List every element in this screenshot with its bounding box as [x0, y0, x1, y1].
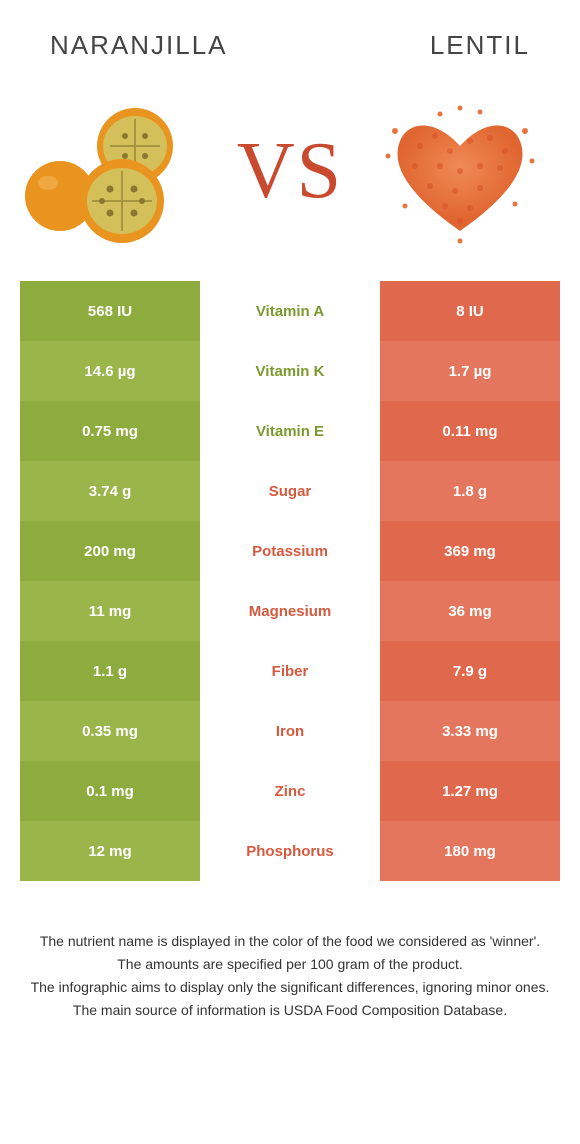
nutrient-label: Magnesium	[200, 581, 380, 641]
footer-notes: The nutrient name is displayed in the co…	[0, 881, 580, 1021]
right-value: 369 mg	[380, 521, 560, 581]
table-row: 0.35 mgIron3.33 mg	[20, 701, 560, 761]
left-value: 11 mg	[20, 581, 200, 641]
right-value: 180 mg	[380, 821, 560, 881]
left-value: 14.6 µg	[20, 341, 200, 401]
nutrient-label: Vitamin E	[200, 401, 380, 461]
right-value: 8 IU	[380, 281, 560, 341]
footer-line: The amounts are specified per 100 gram o…	[30, 954, 550, 975]
nutrient-label: Zinc	[200, 761, 380, 821]
left-value: 3.74 g	[20, 461, 200, 521]
images-row: VS	[0, 71, 580, 281]
naranjilla-image	[20, 91, 200, 251]
vs-label: VS	[237, 126, 343, 217]
table-row: 14.6 µgVitamin K1.7 µg	[20, 341, 560, 401]
right-value: 7.9 g	[380, 641, 560, 701]
nutrient-label: Sugar	[200, 461, 380, 521]
footer-line: The infographic aims to display only the…	[30, 977, 550, 998]
footer-line: The main source of information is USDA F…	[30, 1000, 550, 1021]
right-value: 3.33 mg	[380, 701, 560, 761]
right-value: 36 mg	[380, 581, 560, 641]
table-row: 200 mgPotassium369 mg	[20, 521, 560, 581]
header: NARANJILLA LENTIL	[0, 0, 580, 71]
right-value: 1.8 g	[380, 461, 560, 521]
nutrient-label: Fiber	[200, 641, 380, 701]
table-row: 0.75 mgVitamin E0.11 mg	[20, 401, 560, 461]
table-row: 568 IUVitamin A8 IU	[20, 281, 560, 341]
left-value: 200 mg	[20, 521, 200, 581]
nutrient-label: Phosphorus	[200, 821, 380, 881]
table-row: 1.1 gFiber7.9 g	[20, 641, 560, 701]
left-value: 1.1 g	[20, 641, 200, 701]
right-value: 1.27 mg	[380, 761, 560, 821]
right-value: 0.11 mg	[380, 401, 560, 461]
left-value: 568 IU	[20, 281, 200, 341]
nutrient-label: Vitamin A	[200, 281, 380, 341]
left-value: 12 mg	[20, 821, 200, 881]
table-row: 12 mgPhosphorus180 mg	[20, 821, 560, 881]
comparison-table: 568 IUVitamin A8 IU14.6 µgVitamin K1.7 µ…	[20, 281, 560, 881]
right-value: 1.7 µg	[380, 341, 560, 401]
table-row: 3.74 gSugar1.8 g	[20, 461, 560, 521]
lentil-image	[380, 96, 540, 246]
left-food-title: NARANJILLA	[50, 30, 228, 61]
left-value: 0.75 mg	[20, 401, 200, 461]
table-row: 11 mgMagnesium36 mg	[20, 581, 560, 641]
table-row: 0.1 mgZinc1.27 mg	[20, 761, 560, 821]
nutrient-label: Potassium	[200, 521, 380, 581]
left-value: 0.1 mg	[20, 761, 200, 821]
footer-line: The nutrient name is displayed in the co…	[30, 931, 550, 952]
right-food-title: LENTIL	[430, 30, 530, 61]
left-value: 0.35 mg	[20, 701, 200, 761]
nutrient-label: Vitamin K	[200, 341, 380, 401]
nutrient-label: Iron	[200, 701, 380, 761]
